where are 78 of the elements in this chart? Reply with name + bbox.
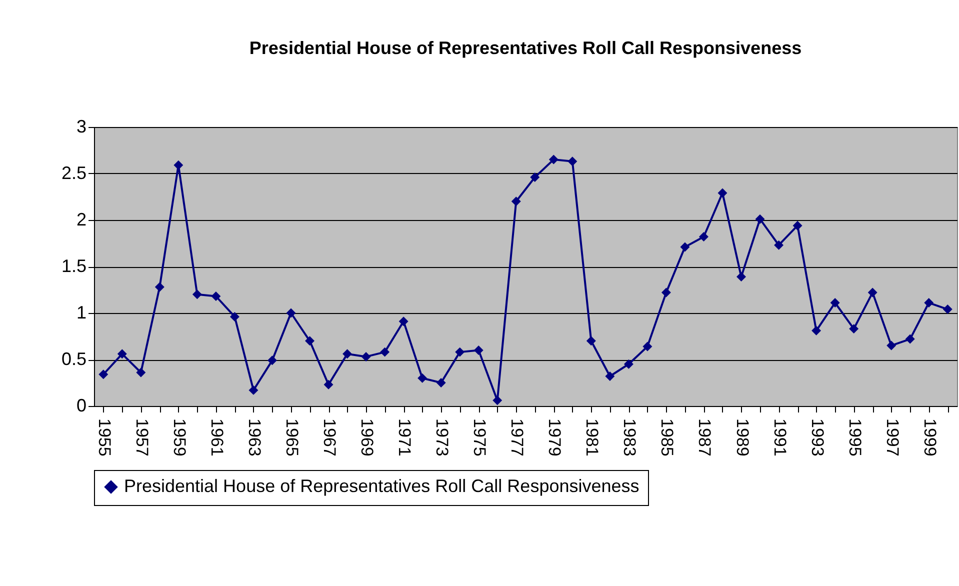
point: [98, 370, 108, 380]
y-tick-label: 2: [76, 210, 86, 230]
point: [774, 240, 784, 250]
y-tick-label: 0.5: [61, 349, 86, 369]
x-tick-label: 1999: [920, 418, 940, 456]
x-tick-label: 1963: [244, 418, 264, 456]
point: [398, 316, 408, 326]
point: [905, 334, 915, 344]
x-tick-label: 1969: [358, 418, 377, 456]
point: [755, 214, 765, 224]
x-tick-label: 1973: [432, 418, 452, 456]
point: [418, 373, 428, 383]
x-tick-label: 1985: [658, 418, 677, 456]
point: [248, 385, 258, 395]
point: [868, 288, 878, 298]
point: [548, 154, 558, 164]
point: [211, 292, 221, 302]
point: [605, 371, 615, 381]
point: [324, 380, 334, 390]
x-tick-label: 1971: [395, 418, 414, 456]
x-tick-label: 1967: [320, 418, 340, 456]
x-tick-label: 1983: [620, 418, 640, 456]
point: [586, 336, 596, 346]
y-tick-label: 3: [76, 116, 86, 136]
x-tick-label: 1995: [845, 418, 864, 456]
point: [624, 359, 634, 369]
x-tick-label: 1987: [695, 418, 714, 456]
point: [718, 188, 728, 198]
point: [361, 352, 371, 362]
point: [342, 349, 352, 359]
point: [117, 349, 127, 359]
x-tick-label: 1989: [732, 418, 752, 456]
point: [886, 340, 896, 350]
y-tick-label: 1: [76, 302, 86, 322]
x-tick-label: 1979: [545, 418, 564, 456]
point: [455, 347, 465, 357]
point: [154, 282, 164, 292]
point: [661, 288, 671, 298]
point: [736, 272, 746, 282]
point: [830, 298, 840, 308]
point: [286, 308, 296, 318]
x-tick-label: 1991: [770, 418, 790, 456]
point: [380, 347, 390, 357]
point: [680, 242, 690, 252]
point: [230, 312, 240, 322]
point: [792, 220, 802, 230]
legend-label: Presidential House of Representatives Roll Call Responsiveness: [124, 476, 640, 496]
point: [436, 378, 446, 388]
point: [642, 342, 652, 352]
point: [698, 232, 708, 242]
chart-title: Presidential House of Representatives Roll Call Responsiveness: [249, 38, 802, 58]
point: [174, 160, 184, 170]
x-tick-label: 1977: [508, 418, 527, 456]
point: [492, 396, 502, 406]
point: [267, 356, 277, 366]
x-tick-label: 1957: [132, 418, 152, 456]
y-tick-label: 2.5: [61, 163, 86, 183]
x-tick-label: 1993: [808, 418, 827, 456]
point: [511, 196, 521, 206]
x-tick-label: 1981: [582, 418, 602, 456]
y-tick-label: 1.5: [61, 256, 86, 276]
point: [136, 368, 146, 378]
point: [812, 326, 822, 336]
point: [192, 290, 202, 300]
x-tick-label: 1959: [170, 418, 189, 456]
y-tick-label: 0: [76, 396, 86, 416]
x-tick-label: 1961: [207, 418, 226, 456]
x-tick-label: 1997: [882, 418, 902, 456]
point: [568, 156, 578, 166]
point: [942, 304, 952, 314]
x-tick-label: 1955: [94, 418, 114, 456]
point: [849, 324, 859, 334]
x-tick-label: 1965: [282, 418, 302, 456]
point: [530, 172, 540, 182]
point: [474, 345, 484, 355]
point: [305, 336, 314, 346]
point: [924, 298, 934, 308]
x-tick-label: 1975: [470, 418, 490, 456]
